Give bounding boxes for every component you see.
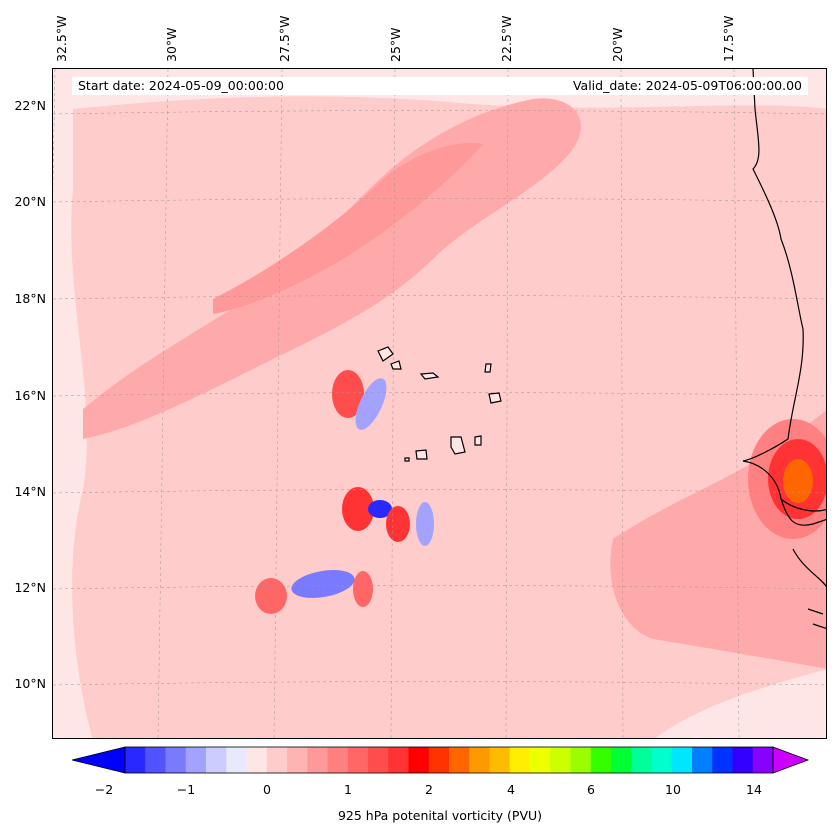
lon-label-30w: 30°W: [164, 27, 179, 62]
graticule: [53, 69, 826, 738]
colorbar-cell: [266, 747, 288, 773]
pv-red-center-2: [386, 506, 410, 542]
lat-label-14n: 14°N: [14, 484, 46, 499]
colorbar-cell: [145, 747, 166, 773]
colorbar-cell: [307, 747, 328, 773]
lon-label-32-5w: 32.5°W: [54, 15, 69, 62]
pv-blue-east: [416, 502, 434, 546]
colorbar-extend-low: [71, 746, 126, 774]
colorbar-cell: [226, 747, 247, 773]
colorbar-cell: [530, 747, 551, 773]
pv-blue-south: [291, 570, 355, 598]
start-date-label: Start date: 2024-05-09_00:00:00: [72, 77, 512, 95]
colorbar-tick-10: 10: [665, 782, 681, 797]
colorbar-cell: [125, 747, 146, 773]
lon-label-17-5w: 17.5°W: [721, 15, 736, 62]
colorbar-extend-high: [772, 746, 810, 774]
colorbar-cell: [347, 747, 369, 773]
colorbar-cell: [206, 747, 227, 773]
colorbar-cell: [550, 747, 571, 773]
lat-label-10n: 10°N: [14, 676, 46, 691]
pv-red-north: [332, 370, 364, 418]
colorbar-cell: [752, 747, 774, 773]
colorbar-cell: [631, 747, 652, 773]
colorbar-cell: [509, 747, 531, 773]
pv-blue-north: [355, 378, 387, 430]
colorbar-cell: [489, 747, 511, 773]
colorbar-tick-minus1: −1: [176, 782, 196, 797]
colorbar-cell: [246, 747, 268, 773]
colorbar-cell: [570, 747, 592, 773]
pv-red-center: [342, 487, 374, 531]
colorbar-cell: [287, 747, 308, 773]
valid-date-label: Valid_date: 2024-05-09T06:00:00.00: [512, 77, 808, 95]
map-plot-area: [52, 68, 827, 739]
pv-region-band-2: [213, 143, 483, 314]
lat-label-18n: 18°N: [14, 291, 46, 306]
lon-label-25w: 25°W: [388, 27, 403, 62]
colorbar-tick-2: 2: [425, 782, 433, 797]
coastline: [742, 69, 826, 629]
colorbar-label: 925 hPa potenital vorticity (PVU): [337, 808, 543, 823]
pv-red-sw: [255, 578, 287, 614]
colorbar-cell: [732, 747, 754, 773]
colorbar-cell: [185, 747, 207, 773]
colorbar-frame: [124, 746, 774, 774]
pv-hotspot-core: [783, 459, 813, 503]
lon-label-27-5w: 27.5°W: [277, 15, 292, 62]
colorbar-cell: [428, 747, 450, 773]
colorbar-tick-0: 0: [263, 782, 271, 797]
pv-blue-center: [368, 500, 392, 518]
colorbar-cell: [611, 747, 632, 773]
colorbar-tick-14: 14: [746, 782, 762, 797]
colorbar: [71, 746, 810, 774]
lat-label-16n: 16°N: [14, 388, 46, 403]
lat-label-12n: 12°N: [14, 580, 46, 595]
lon-label-22-5w: 22.5°W: [499, 15, 514, 62]
colorbar-cell: [408, 747, 430, 773]
pv-field-map: [53, 69, 826, 738]
pv-red-s: [353, 571, 373, 607]
cape-verde-islands: [377, 346, 502, 462]
colorbar-cell: [692, 747, 713, 773]
colorbar-tick-1: 1: [344, 782, 352, 797]
colorbar-cell: [671, 747, 693, 773]
colorbar-cell: [651, 747, 673, 773]
colorbar-cell: [712, 747, 733, 773]
colorbar-cell: [449, 747, 470, 773]
pv-region-band: [83, 98, 581, 439]
colorbar-cell: [469, 747, 490, 773]
colorbar-tick-6: 6: [587, 782, 595, 797]
colorbar-cell: [368, 747, 389, 773]
colorbar-cell: [388, 747, 409, 773]
colorbar-tick-minus2: −2: [94, 782, 114, 797]
colorbar-cell: [327, 747, 349, 773]
lon-label-20w: 20°W: [610, 27, 625, 62]
colorbar-tick-4: 4: [507, 782, 515, 797]
lat-label-22n: 22°N: [14, 98, 46, 113]
lat-label-20n: 20°N: [14, 194, 46, 209]
colorbar-cell: [165, 747, 187, 773]
colorbar-cell: [590, 747, 612, 773]
